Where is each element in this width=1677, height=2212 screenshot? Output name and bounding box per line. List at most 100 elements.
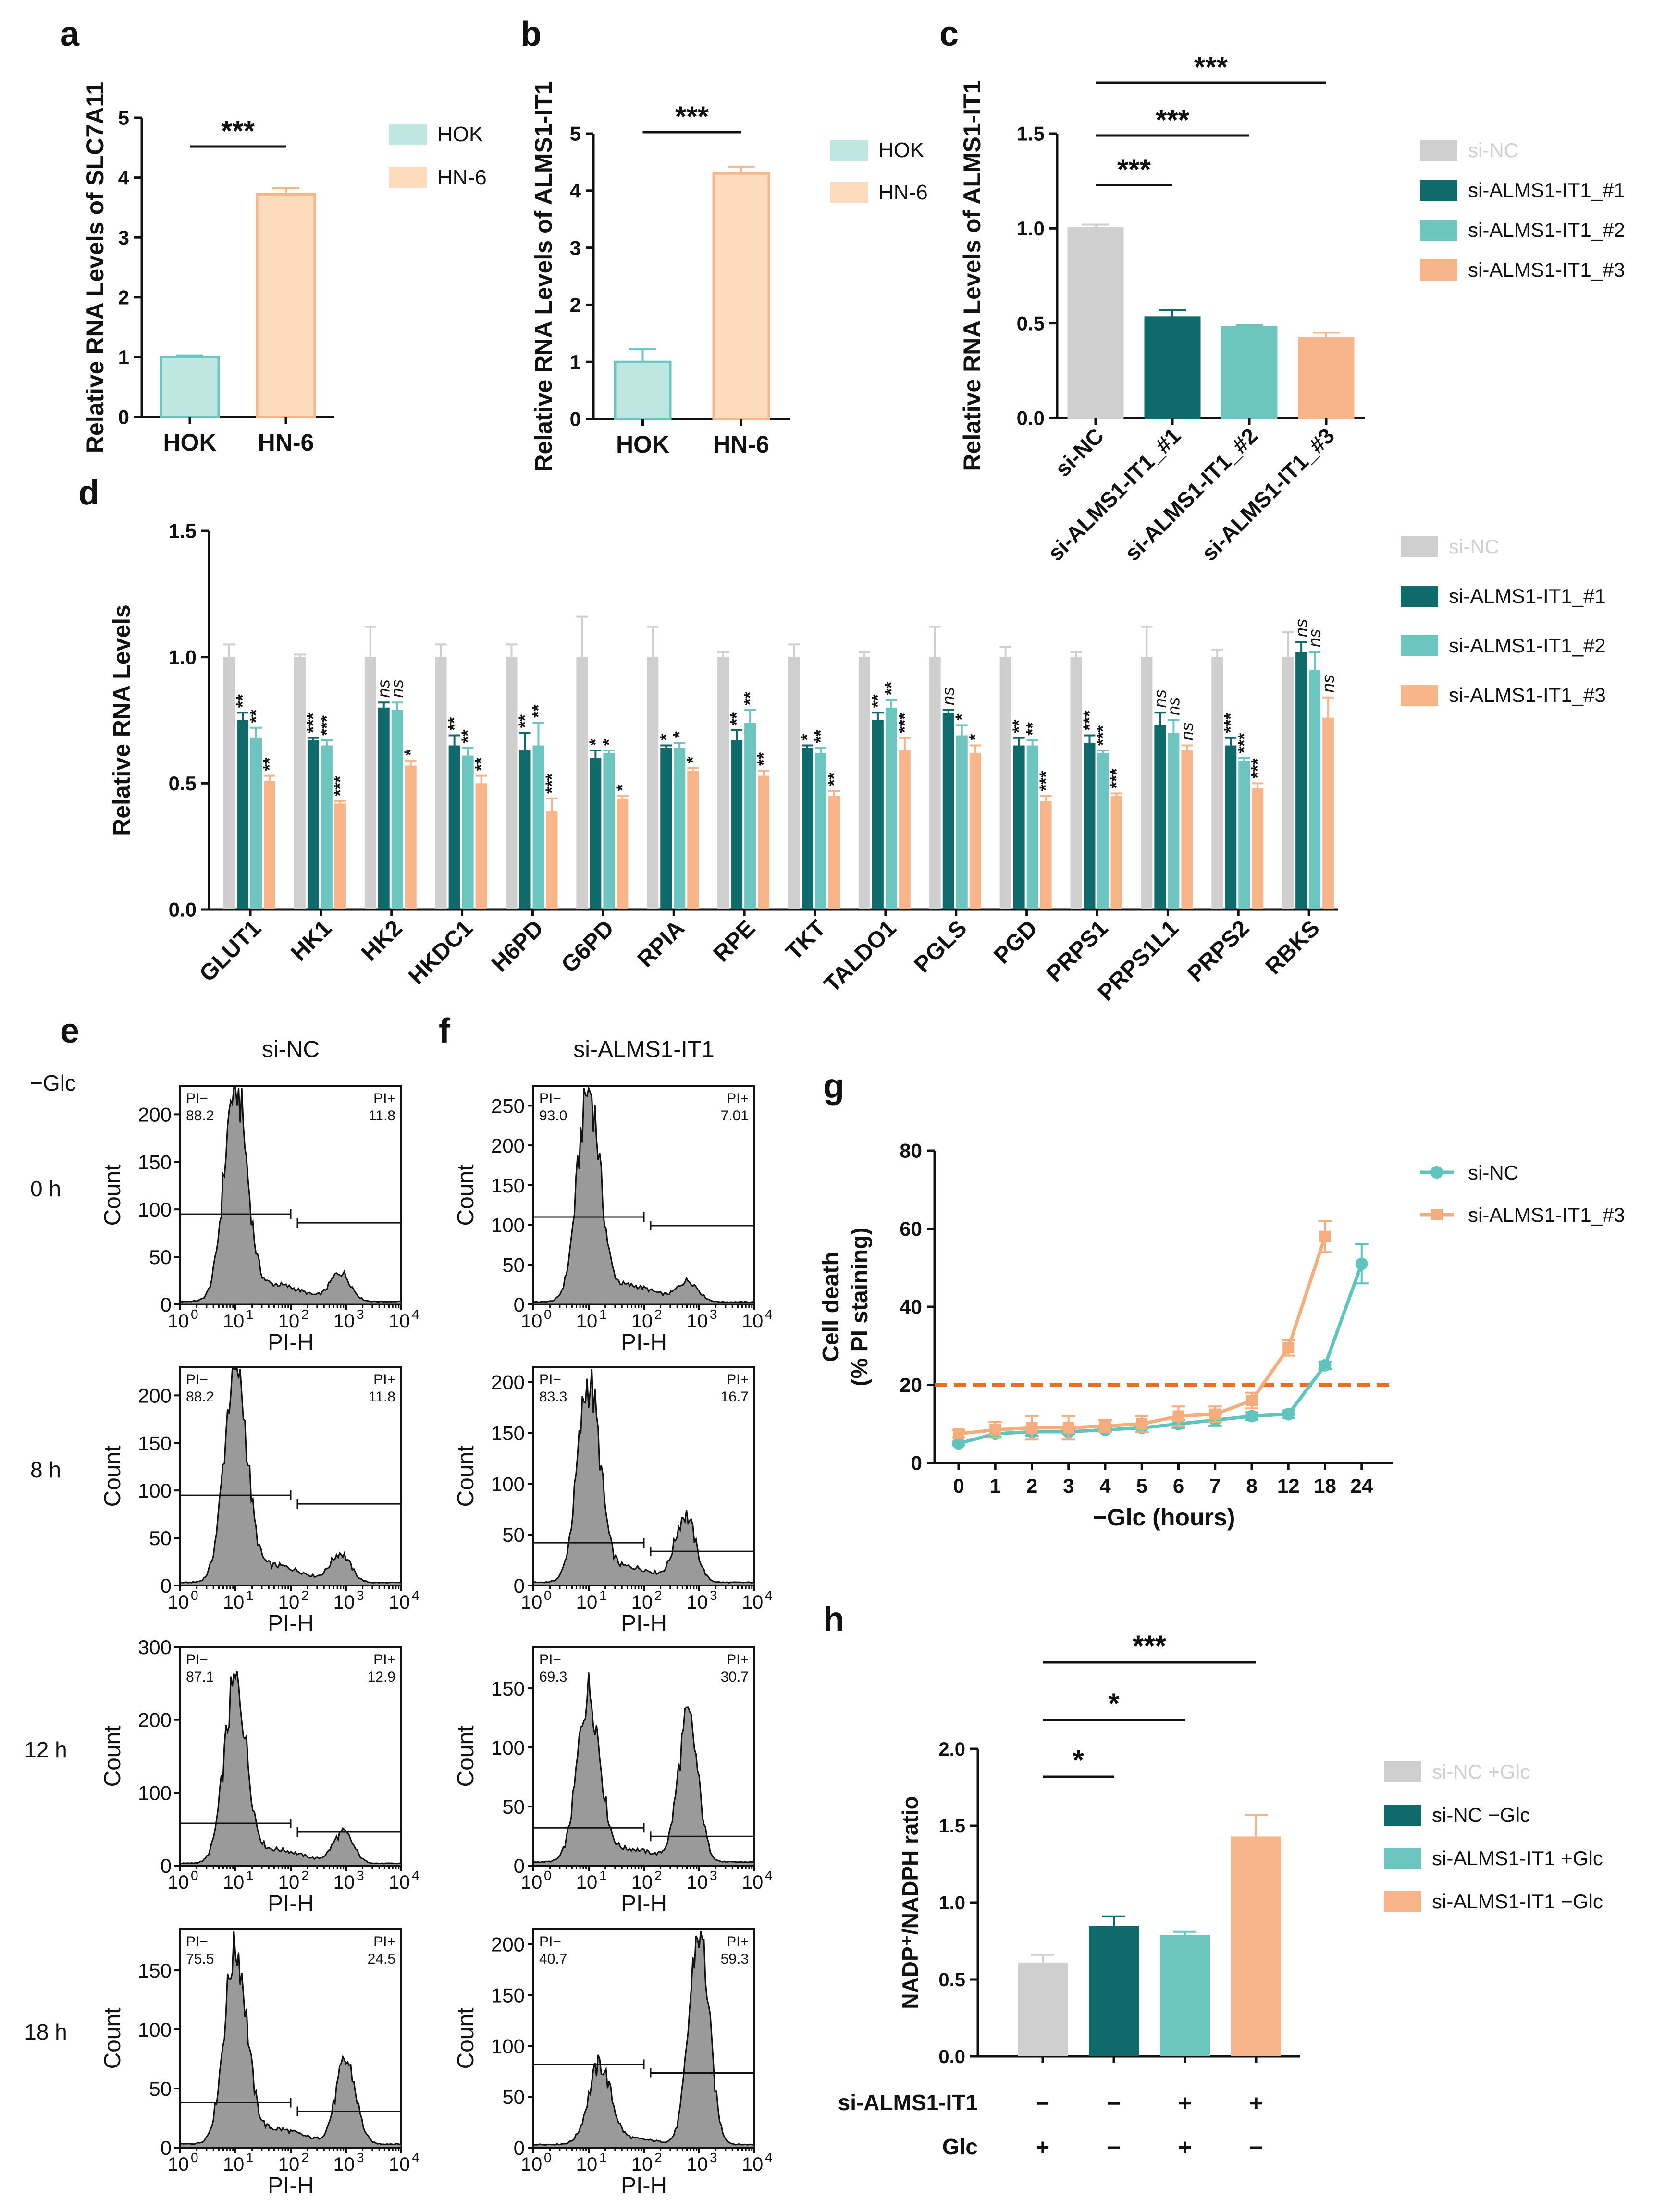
significance-stars: ** xyxy=(740,692,760,705)
6-tick-label: 80 xyxy=(900,1140,922,1162)
x-tick-exponent: 3 xyxy=(710,1868,717,1883)
histogram-area xyxy=(532,1931,755,2149)
pi-minus-label: PI− xyxy=(539,1091,561,1106)
time-label: 18 h xyxy=(24,2019,67,2044)
1-tick-label: 1 xyxy=(570,351,581,373)
panel-h-legend-swatch xyxy=(1384,1848,1421,1869)
significance-stars: ** xyxy=(515,714,535,728)
significance-stars: * xyxy=(965,734,985,741)
bar xyxy=(1144,316,1201,419)
y-tick-label: 0 xyxy=(514,1574,525,1597)
significance-stars: ** xyxy=(233,694,252,708)
data-point xyxy=(1099,1420,1111,1432)
bar xyxy=(576,657,588,909)
y-tick-label: 0 xyxy=(514,1855,525,1877)
0-tick-label: 5 xyxy=(118,107,129,129)
x-tick-label: PRPS1 xyxy=(1041,915,1113,987)
x-tick-exponent: 4 xyxy=(412,1307,419,1322)
panel-c-legend-swatch xyxy=(1420,259,1457,281)
x-tick-label: 10 xyxy=(742,1592,764,1613)
data-point xyxy=(952,1437,965,1450)
x-tick-label: 10 xyxy=(278,1311,300,1332)
bar xyxy=(872,720,884,909)
panel-d-legend-swatch xyxy=(1401,685,1438,706)
x-tick-label: RPIA xyxy=(632,915,690,972)
1-tick-label: 3 xyxy=(570,236,581,259)
y-tick-label: 0 xyxy=(160,2137,172,2159)
x-tick-label: 12 xyxy=(1277,1475,1300,1497)
x-tick-label: TKT xyxy=(781,915,830,965)
6-tick-label: 20 xyxy=(900,1374,922,1396)
x-tick-exponent: 4 xyxy=(412,1868,419,1883)
x-tick-label: PGLS xyxy=(910,915,972,978)
condition-sign: + xyxy=(1036,2135,1049,2161)
bar xyxy=(674,748,686,909)
x-tick-exponent: 0 xyxy=(544,1588,552,1603)
bar xyxy=(448,745,460,909)
series-line xyxy=(958,1263,1364,1445)
panel-label-e: e xyxy=(60,1012,79,1050)
bar xyxy=(1067,227,1124,419)
panel-c-legend-label: si-ALMS1-IT1_#3 xyxy=(1468,258,1625,281)
x-axis-label: PI-H xyxy=(621,1611,667,1636)
0-tick-label: 0 xyxy=(118,406,129,429)
y-tick-label: 50 xyxy=(502,1253,525,1276)
y-tick-label: 50 xyxy=(149,2077,172,2100)
condition-sign: + xyxy=(1249,2091,1263,2116)
x-tick-exponent: 0 xyxy=(544,1307,552,1322)
1-tick-label: 5 xyxy=(570,123,581,145)
x-tick-label: 10 xyxy=(521,1592,543,1613)
x-tick-label: 10 xyxy=(168,1592,189,1613)
pi-minus-label: PI− xyxy=(186,1652,208,1668)
pi-plus-value: 12.9 xyxy=(368,1669,395,1685)
legend-marker xyxy=(1430,1166,1443,1179)
x-tick-exponent: 1 xyxy=(599,1307,607,1322)
condition-sign: − xyxy=(1107,2091,1121,2116)
x-tick-exponent: 3 xyxy=(357,1868,364,1883)
x-tick-exponent: 3 xyxy=(357,2150,364,2165)
significance-stars: * xyxy=(1073,1744,1084,1776)
y-tick-label: 150 xyxy=(491,1677,525,1700)
significance-stars: ** xyxy=(868,694,888,708)
y-axis-label-2: (% PI staining) xyxy=(847,1228,873,1387)
pi-minus-value: 83.3 xyxy=(539,1389,567,1405)
bar xyxy=(364,657,376,909)
y-axis-label: Count xyxy=(100,1725,125,1787)
y-axis-label: Count xyxy=(100,1164,125,1226)
histogram-title: si-ALMS1-IT1 xyxy=(573,1037,714,1062)
bar xyxy=(929,657,941,909)
x-tick-exponent: 4 xyxy=(765,1588,773,1603)
x-tick-label: 10 xyxy=(521,1872,543,1893)
significance-stars: ** xyxy=(529,704,548,718)
bar xyxy=(237,720,248,909)
x-tick-label: 10 xyxy=(168,1311,189,1332)
x-tick-exponent: 0 xyxy=(191,1868,198,1883)
pi-plus-value: 7.01 xyxy=(721,1108,749,1124)
ns-label: ns xyxy=(1291,619,1311,637)
x-axis-label: PI-H xyxy=(268,1330,314,1355)
6-tick-label: 40 xyxy=(900,1296,922,1318)
bar xyxy=(744,723,756,909)
y-tick-label: 150 xyxy=(138,1432,172,1454)
x-tick-label: HOK xyxy=(163,429,216,456)
pi-minus-label: PI− xyxy=(186,1372,208,1388)
x-tick-label: 10 xyxy=(168,2154,189,2175)
panel-d-legend-swatch xyxy=(1401,586,1438,607)
significance-stars: *** xyxy=(895,713,914,733)
x-tick-label: 3 xyxy=(1063,1475,1074,1497)
x-axis-label: PI-H xyxy=(268,2173,314,2199)
x-tick-label: 10 xyxy=(333,2154,355,2175)
data-point xyxy=(1026,1422,1038,1434)
panel-d-legend-swatch xyxy=(1401,536,1438,557)
bar xyxy=(603,753,615,909)
y-axis-label: Count xyxy=(100,2007,125,2069)
bar xyxy=(815,753,826,909)
data-point xyxy=(1062,1422,1074,1434)
bar xyxy=(802,748,813,909)
significance-stars: ** xyxy=(753,752,773,766)
x-tick-exponent: 0 xyxy=(544,2150,552,2165)
pi-plus-label: PI+ xyxy=(727,1934,749,1950)
panel-d-legend-label: si-ALMS1-IT1_#1 xyxy=(1449,585,1606,607)
pi-plus-value: 16.7 xyxy=(721,1389,749,1405)
pi-minus-label: PI− xyxy=(539,1652,561,1668)
